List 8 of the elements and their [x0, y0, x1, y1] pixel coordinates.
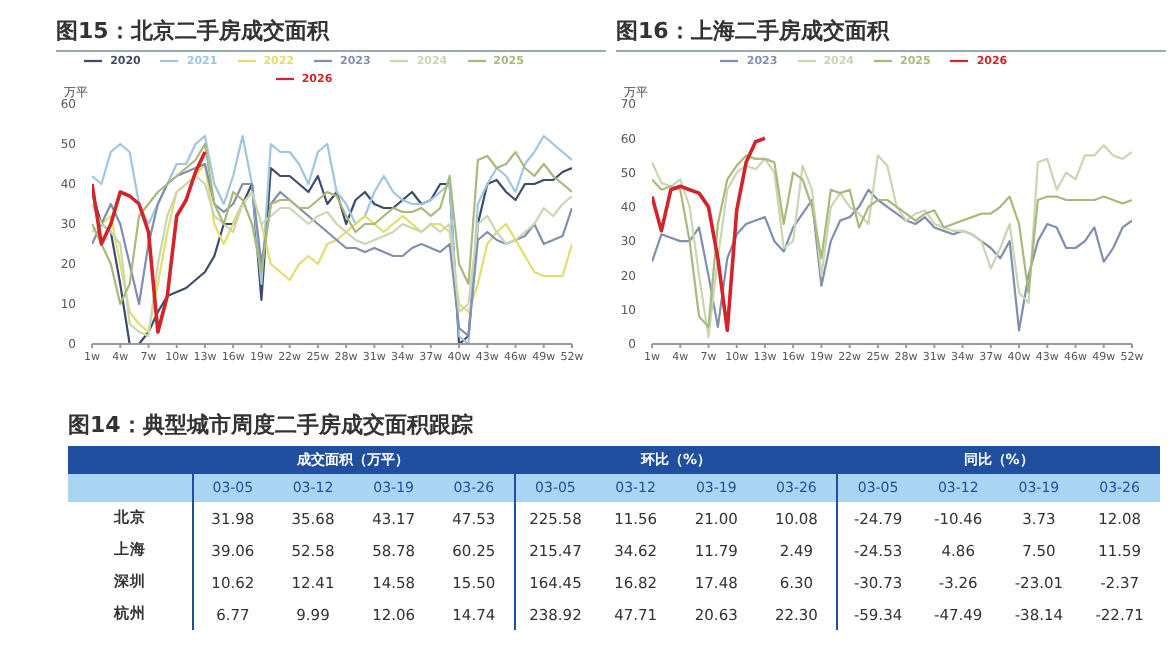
chart-title: 图16：上海二手房成交面积 — [616, 16, 1166, 52]
chart-title: 图15：北京二手房成交面积 — [56, 16, 606, 52]
line-series — [92, 150, 207, 334]
line-series — [92, 142, 572, 306]
chart-title: 图14：典型城市周度二手房成交面积跟踪 — [68, 410, 475, 440]
line-series — [92, 134, 572, 344]
line-series — [652, 136, 767, 333]
line-series — [652, 188, 1132, 332]
